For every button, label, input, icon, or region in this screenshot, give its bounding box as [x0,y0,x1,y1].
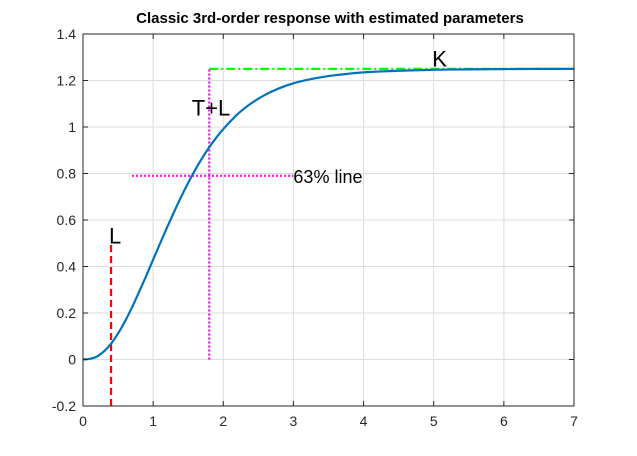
y-tick-label: 0 [68,352,76,368]
series-layer [82,67,575,361]
reference-lines [109,67,574,406]
x-tick-label: 7 [570,413,578,429]
axis-ticks: 0 1 2 3 4 5 6 7-0.200.20.40.60.811.21.4 [52,26,578,429]
y-tick-label: 0.2 [57,305,77,321]
annotation-label: 63% line [293,167,362,187]
x-tick-label: 5 [430,413,438,429]
x-tick-label: 2 [219,413,227,429]
x-tick-label: 3 [290,413,298,429]
y-tick-label: -0.2 [52,398,76,414]
x-tick-label: 4 [360,413,368,429]
x-tick-label: 6 [500,413,508,429]
x-tick-label: 1 [149,413,157,429]
x-tick-label: 0 [79,413,87,429]
y-tick-label: 1.2 [57,73,77,89]
y-tick-label: 1 [68,119,76,135]
y-tick-label: 0.4 [57,259,77,275]
y-tick-label: 0.8 [57,166,77,182]
y-tick-label: 0.6 [57,212,77,228]
annotation-label: K [432,47,447,72]
annotation-label: L [109,223,121,248]
annotations: L T+L 63% line K [109,47,447,249]
chart-title: Classic 3rd-order response with estimate… [136,10,524,27]
response-curve [82,67,575,361]
annotation-label: T+L [192,95,231,120]
y-tick-label: 1.4 [57,26,77,42]
